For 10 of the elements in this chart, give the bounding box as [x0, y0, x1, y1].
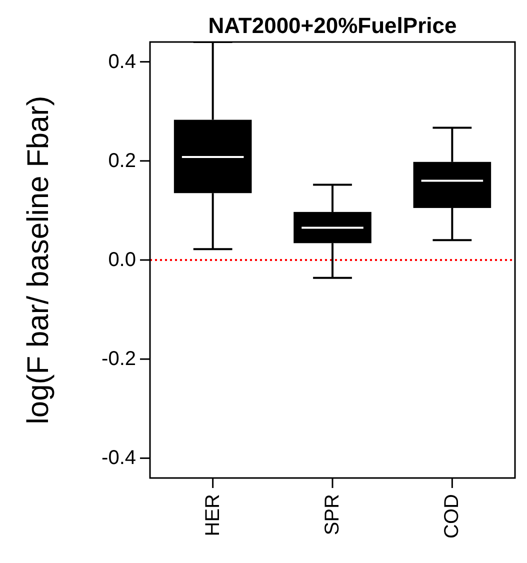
- y-tick-label: 0.0: [108, 249, 136, 271]
- y-tick-label: 0.4: [108, 50, 136, 73]
- x-tick-label: SPR: [322, 494, 344, 536]
- x-tick-label: HER: [202, 494, 224, 536]
- y-tick-label: -0.4: [102, 447, 136, 470]
- y-tick-label: 0.2: [108, 150, 136, 172]
- x-tick-label: COD: [441, 494, 464, 538]
- y-tick-label: -0.2: [102, 348, 136, 370]
- chart-title: NAT2000+20%FuelPrice: [208, 13, 457, 38]
- y-axis-title: log(F bar/ baseline Fbar): [22, 96, 55, 424]
